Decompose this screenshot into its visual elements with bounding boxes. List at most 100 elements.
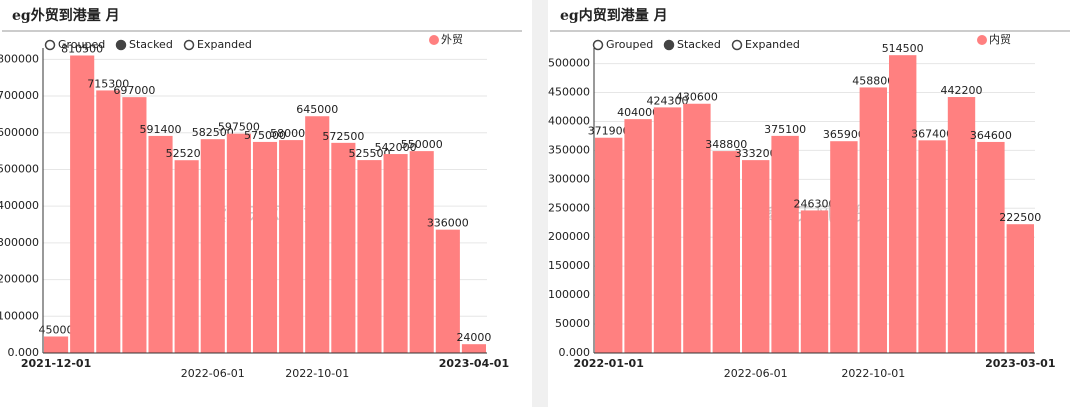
radio-label[interactable]: Expanded (197, 38, 252, 51)
data-label: 591400 (140, 123, 182, 136)
data-label: 575000 (244, 129, 286, 142)
bar (1006, 224, 1034, 353)
bar (918, 140, 946, 353)
y-tick-label: 300000 (548, 172, 590, 185)
radio[interactable] (731, 39, 743, 51)
x-tick-label: 2023-04-01 (439, 357, 509, 370)
legend-label[interactable]: 内贸 (989, 32, 1011, 46)
y-tick-label: 100000 (548, 288, 590, 301)
legend-label[interactable]: 外贸 (441, 33, 463, 46)
data-label: 24000 (456, 331, 491, 344)
legend-swatch[interactable] (429, 35, 439, 45)
bar (279, 140, 304, 353)
radio-label[interactable]: Stacked (677, 38, 721, 51)
data-label: 715300 (87, 77, 129, 90)
x-tick-label: 2021-12-01 (21, 357, 91, 370)
y-tick-label: 200000 (548, 230, 590, 243)
legend-swatch[interactable] (977, 35, 987, 45)
data-label: 404000 (617, 106, 659, 119)
bar (771, 135, 799, 353)
bar (148, 135, 173, 353)
y-tick-label: 200000 (0, 273, 39, 286)
bar (357, 160, 382, 353)
data-label: 348800 (705, 138, 747, 151)
bar (889, 55, 917, 353)
bar (595, 137, 623, 353)
chart-title: eg内贸到港量 月 (560, 7, 668, 24)
y-tick-label: 700000 (0, 89, 39, 102)
data-label: 371900 (588, 125, 630, 138)
radio[interactable] (183, 39, 195, 51)
x-tick-label: 2022-10-01 (841, 367, 905, 380)
bar (435, 229, 460, 353)
x-tick-label: 2023-03-01 (985, 357, 1055, 370)
chart-title: eg外贸到港量 月 (12, 7, 120, 24)
data-label: 550000 (401, 138, 443, 151)
bar (624, 119, 652, 354)
data-label: 810500 (61, 42, 103, 55)
bar (305, 116, 330, 353)
y-tick-label: 350000 (548, 143, 590, 156)
bar (174, 160, 199, 353)
bar (409, 151, 434, 353)
radio[interactable] (592, 39, 604, 51)
radio-label[interactable]: Grouped (58, 38, 105, 51)
bar (859, 87, 887, 353)
bar (830, 141, 858, 353)
x-tick-label: 2022-01-01 (574, 357, 644, 370)
data-label: 582500 (192, 126, 234, 139)
x-tick-label: 2022-06-01 (181, 367, 245, 380)
y-tick-label: 50000 (555, 317, 590, 330)
data-label: 572500 (322, 130, 364, 143)
data-label: 645000 (296, 103, 338, 116)
radio-label[interactable]: Grouped (606, 38, 653, 51)
data-label: 430600 (676, 91, 718, 104)
y-tick-label: 0.000 (8, 346, 40, 359)
radio[interactable] (115, 39, 127, 51)
data-label: 442200 (941, 84, 983, 97)
data-label: 697000 (113, 84, 155, 97)
bar (70, 55, 95, 354)
bar (683, 103, 711, 354)
data-label: 458800 (852, 74, 894, 87)
bar (947, 97, 976, 353)
radio[interactable] (44, 39, 56, 51)
data-label: 364600 (970, 129, 1012, 142)
data-label: 580000 (270, 127, 312, 140)
radio[interactable] (663, 39, 675, 51)
x-tick-label: 2022-10-01 (285, 367, 349, 380)
bar (96, 90, 121, 354)
data-label: 246300 (794, 197, 836, 210)
data-label: 222500 (999, 211, 1041, 224)
data-label: 45000 (39, 323, 74, 336)
data-label: 367400 (911, 127, 953, 140)
bar (383, 154, 408, 353)
y-tick-label: 250000 (548, 201, 590, 214)
bar (122, 97, 147, 354)
bar (653, 107, 682, 354)
bar (200, 139, 225, 353)
y-tick-label: 400000 (0, 199, 39, 212)
data-label: 424300 (647, 94, 689, 107)
y-tick-label: 150000 (548, 259, 590, 272)
data-label: 365900 (823, 128, 865, 141)
y-tick-label: 0.000 (559, 346, 591, 359)
bar (712, 151, 740, 353)
bar (44, 336, 69, 353)
radio-label[interactable]: Expanded (745, 38, 800, 51)
x-tick-label: 2022-06-01 (724, 367, 788, 380)
bar (226, 133, 251, 353)
radio-label[interactable]: Stacked (129, 38, 173, 51)
y-tick-label: 500000 (548, 57, 590, 70)
bar (252, 141, 278, 353)
y-tick-label: 100000 (0, 309, 39, 322)
y-tick-label: 800000 (0, 52, 39, 65)
bar (331, 142, 356, 353)
data-label: 333200 (735, 147, 777, 160)
bar (742, 160, 770, 353)
y-tick-label: 300000 (0, 236, 39, 249)
y-tick-label: 600000 (0, 126, 39, 139)
data-label: 525200 (166, 147, 208, 160)
data-label: 514500 (882, 42, 924, 55)
